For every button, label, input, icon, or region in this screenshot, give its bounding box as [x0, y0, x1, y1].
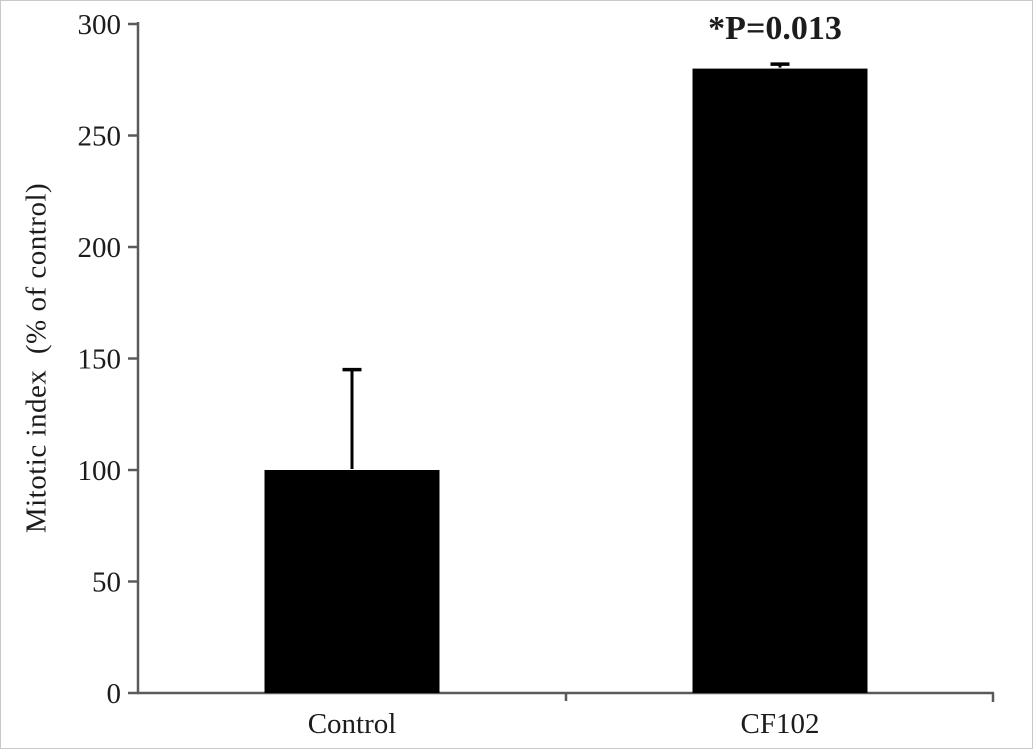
x-axis-label-control: Control — [308, 708, 397, 740]
x-axis-label-cf102: CF102 — [741, 708, 820, 740]
y-axis-tick-label: 300 — [78, 9, 122, 41]
y-axis-tick-label: 150 — [78, 344, 122, 376]
y-axis-tick-label: 250 — [78, 121, 122, 153]
bar-control — [264, 470, 440, 693]
y-axis-tick-label: 50 — [92, 567, 121, 599]
y-axis-tick-label: 0 — [107, 678, 122, 710]
bar-cf102 — [692, 68, 868, 694]
y-axis-tick-label: 200 — [78, 232, 122, 264]
y-axis-tick-label: 100 — [78, 455, 122, 487]
significance-annotation: *P=0.013 — [708, 10, 842, 47]
